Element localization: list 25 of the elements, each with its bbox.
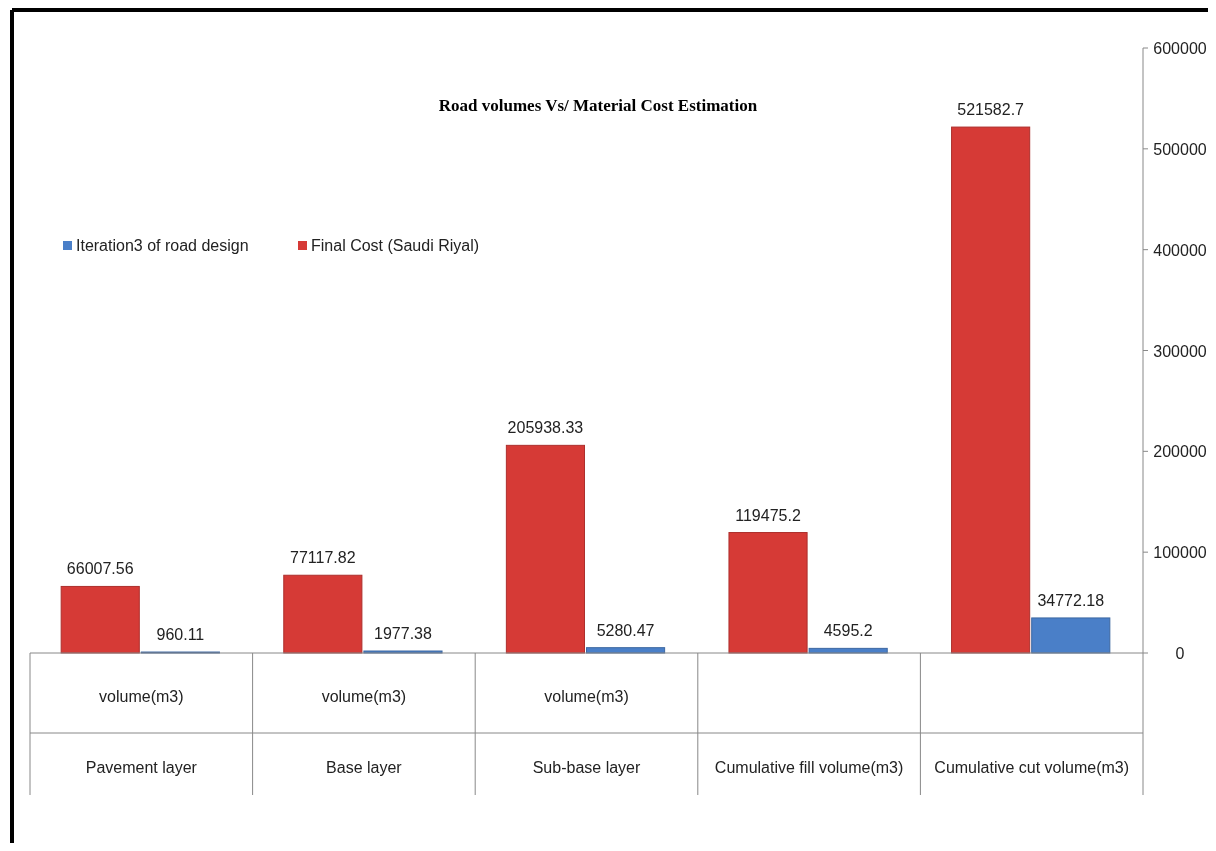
data-label: 1977.38 [374,625,432,643]
y-tick-label: 0 [1175,645,1185,662]
y-tick-label: 100000 [1153,544,1207,562]
category-label: volume(m3) Sub-base layer [532,688,641,776]
data-label: 960.11 [156,626,205,644]
data-label: 5280.47 [596,621,655,639]
data-label: 34772.18 [1037,591,1105,609]
legend-label: Iteration3 of road design [76,237,249,254]
x-tick-label: Cumulative fill volume(m3) [714,759,904,776]
data-label: 205938.33 [507,419,584,437]
text: Road volumes Vs/ Material Cost Estimation [438,96,758,115]
data-label: 4595.2 [823,622,873,640]
data-label: 77117.82 [290,549,356,567]
y-tick-label: 600000 [1153,40,1207,57]
y-tick-label: 200000 [1153,443,1207,461]
legend-label: Final Cost (Saudi Riyal) [311,237,480,254]
data-label: 66007.56 [66,560,134,578]
y-tick-label: 400000 [1153,241,1207,259]
category-label: volume(m3) Base layer [321,688,407,776]
data-label: 119475.2 [735,506,801,524]
category-label: volume(m3) Pavement layer [85,688,197,776]
x-tick-label: Cumulative cut volume(m3) [934,759,1130,776]
y-tick-label: 300000 [1153,342,1207,360]
data-label: 521582.7 [957,101,1025,119]
y-tick-label: 500000 [1153,140,1207,158]
